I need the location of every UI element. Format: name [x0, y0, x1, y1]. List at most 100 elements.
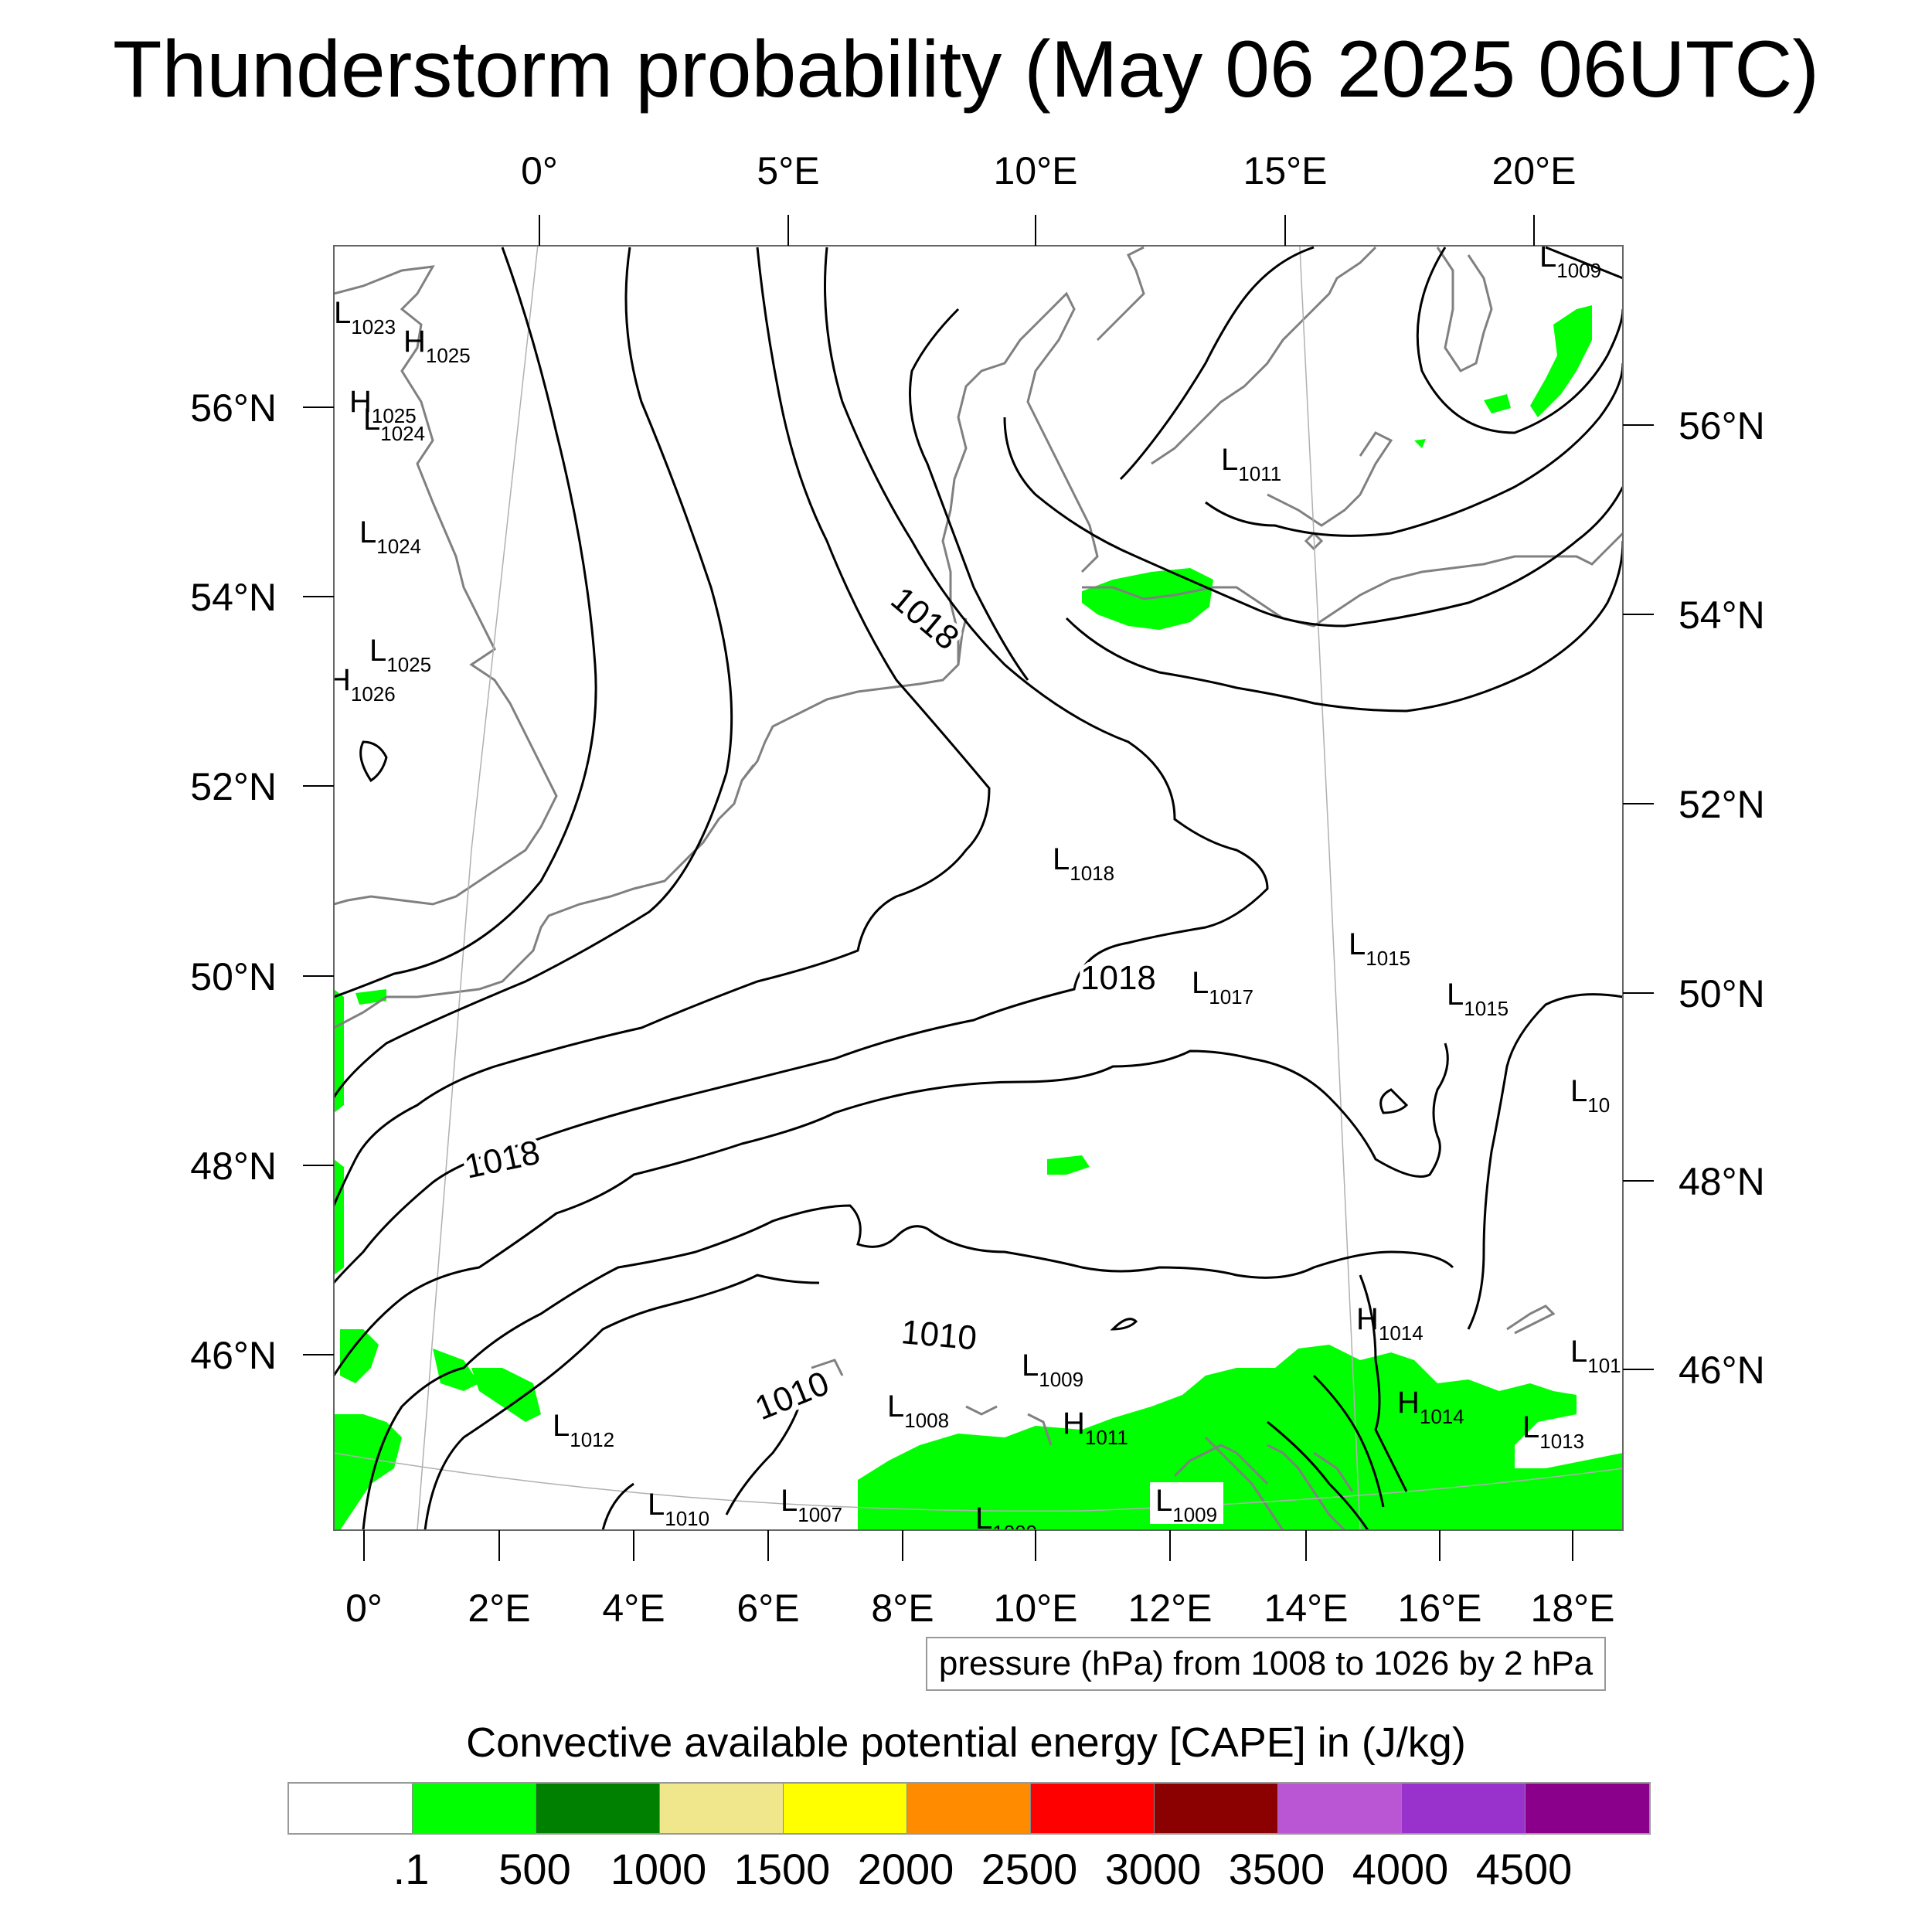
left-lat-label: 46°N — [190, 1334, 277, 1377]
pressure-center: L1013 — [1522, 1410, 1584, 1453]
top-lon-label: 20°E — [1492, 149, 1577, 192]
top-lon-label: 0° — [521, 149, 558, 192]
isobar-17 — [1267, 1420, 1369, 1530]
cape-area-west-1 — [334, 1414, 402, 1530]
map-plot-area: 1018 1018 1018 1010 1010 L1023 H1025 H10… — [328, 240, 1623, 1544]
colorbar-swatch — [1278, 1784, 1402, 1833]
isobar-16 — [1467, 993, 1623, 1330]
right-lat-label: 54°N — [1679, 594, 1765, 637]
bottom-lon-label: 14°E — [1264, 1587, 1349, 1630]
cape-area-west-2 — [340, 1329, 379, 1383]
coast-gotland — [1436, 247, 1493, 372]
bottom-lon-label: 10°E — [994, 1587, 1078, 1630]
pressure-center: L1017 — [1192, 966, 1253, 1009]
left-lat-label: 50°N — [190, 955, 277, 998]
pressure-center: L10 — [1570, 1074, 1610, 1117]
bottom-lon-labels: 0° 2°E 4°E 6°E 8°E 10°E 12°E 14°E 16°E 1… — [345, 1587, 1614, 1630]
pressure-center: L1024 — [363, 403, 425, 445]
colorbar-swatch — [413, 1784, 536, 1833]
top-lon-labels: 0° 5°E 10°E 15°E 20°E — [521, 149, 1576, 192]
right-lat-labels: 56°N 54°N 52°N 50°N 48°N 46°N — [1679, 404, 1765, 1392]
bottom-lon-label: 6°E — [736, 1587, 799, 1630]
pressure-center: L1007 — [781, 1484, 842, 1526]
pressure-center: L1023 — [334, 296, 396, 338]
colorbar-label: 4500 — [1475, 1845, 1573, 1893]
isobar-3 — [334, 247, 991, 1206]
right-lat-label: 56°N — [1679, 404, 1765, 447]
pressure-center: L1015 — [1349, 927, 1410, 970]
cape-area-northeast-1 — [1530, 305, 1592, 417]
contour-label: 1018 — [1080, 959, 1156, 997]
cape-area-northeast-3 — [1414, 439, 1426, 448]
bottom-lon-label: 12°E — [1128, 1587, 1213, 1630]
pressure-center: L1009 — [1155, 1484, 1217, 1526]
bottom-lon-label: 8°E — [871, 1587, 934, 1630]
bottom-lon-label: 16°E — [1398, 1587, 1482, 1630]
isobar-15 — [1359, 1274, 1408, 1492]
isobar-19 — [359, 740, 388, 783]
pressure-center: H1025 — [349, 385, 417, 427]
cape-area-northeast-2 — [1484, 394, 1511, 413]
cape-shading — [334, 305, 1623, 1530]
cape-area-west-4 — [471, 1368, 541, 1422]
coast-western-balkan — [1506, 1304, 1556, 1335]
colorbar-label: 500 — [498, 1845, 571, 1893]
colorbar-swatch — [289, 1784, 413, 1833]
coast-denmark — [941, 291, 1099, 665]
bottom-lon-label: 18°E — [1531, 1587, 1615, 1630]
cape-area-west-5 — [334, 989, 344, 1113]
colorbar-label: 3500 — [1228, 1845, 1325, 1893]
left-lat-label: 52°N — [190, 765, 277, 808]
top-lon-label: 10°E — [994, 149, 1078, 192]
colorbar-swatch — [660, 1784, 784, 1833]
pressure-center: L1009 — [1539, 240, 1601, 282]
colorbar-label: 1000 — [610, 1845, 707, 1893]
pressure-center: L1009 — [975, 1502, 1037, 1544]
colorbar-label: .1 — [393, 1845, 430, 1893]
isobar-2 — [334, 247, 733, 1098]
isobar-5 — [909, 308, 1029, 681]
right-lat-label: 52°N — [1679, 783, 1765, 826]
left-lat-label: 48°N — [190, 1145, 277, 1188]
isobar-18 — [1312, 1374, 1385, 1508]
top-lon-label: 5°E — [757, 149, 819, 192]
pressure-center: L1009 — [1022, 1349, 1083, 1391]
left-lat-labels: 56°N 54°N 52°N 50°N 48°N 46°N — [190, 386, 277, 1377]
coast-channel-france — [334, 764, 755, 1029]
pressure-center: L1012 — [553, 1409, 614, 1451]
pressure-centers: L1023 H1025 H1025 L1024 L1024 L1025 H102… — [328, 240, 1621, 1544]
colorbar — [287, 1782, 1651, 1835]
pressure-center: L1024 — [359, 515, 421, 558]
pressure-center: H1026 — [328, 663, 396, 706]
isobar-9 — [1205, 362, 1623, 537]
bottom-lon-label: 4°E — [602, 1587, 665, 1630]
pressure-center: L1018 — [1053, 842, 1114, 885]
pressure-center: L1008 — [887, 1389, 949, 1432]
right-lat-label: 48°N — [1679, 1160, 1765, 1203]
isobar-6 — [1119, 246, 1315, 481]
colorbar-label: 4000 — [1352, 1845, 1449, 1893]
coast-bornholm — [1304, 531, 1324, 551]
pressure-center: H1014 — [1356, 1302, 1423, 1345]
top-lon-label: 15°E — [1243, 149, 1328, 192]
pressure-center: H1014 — [1397, 1386, 1464, 1428]
isobar-20 — [1379, 1088, 1409, 1114]
pressure-center: L101 — [1570, 1335, 1621, 1377]
right-lat-label: 46°N — [1679, 1349, 1765, 1392]
colorbar-swatch — [1402, 1784, 1526, 1833]
pressure-center: L1015 — [1447, 978, 1509, 1020]
colorbar-swatch — [1526, 1784, 1649, 1833]
isobar-13 — [423, 1274, 820, 1530]
pressure-center: H1025 — [403, 325, 471, 367]
cape-area-south — [858, 1345, 1623, 1530]
colorbar-swatch — [1155, 1784, 1278, 1833]
isobar-4 — [334, 247, 1269, 1284]
colorbar-label: 3000 — [1104, 1845, 1202, 1893]
coast-adriatic — [1204, 1436, 1354, 1530]
isobar-10 — [1416, 246, 1623, 434]
pressure-center: L1011 — [1221, 443, 1281, 485]
colorbar-swatch — [907, 1784, 1031, 1833]
coast-britain-east — [334, 265, 558, 906]
bottom-lon-label: 2°E — [468, 1587, 530, 1630]
coast-alps-lakes — [811, 1359, 1053, 1446]
